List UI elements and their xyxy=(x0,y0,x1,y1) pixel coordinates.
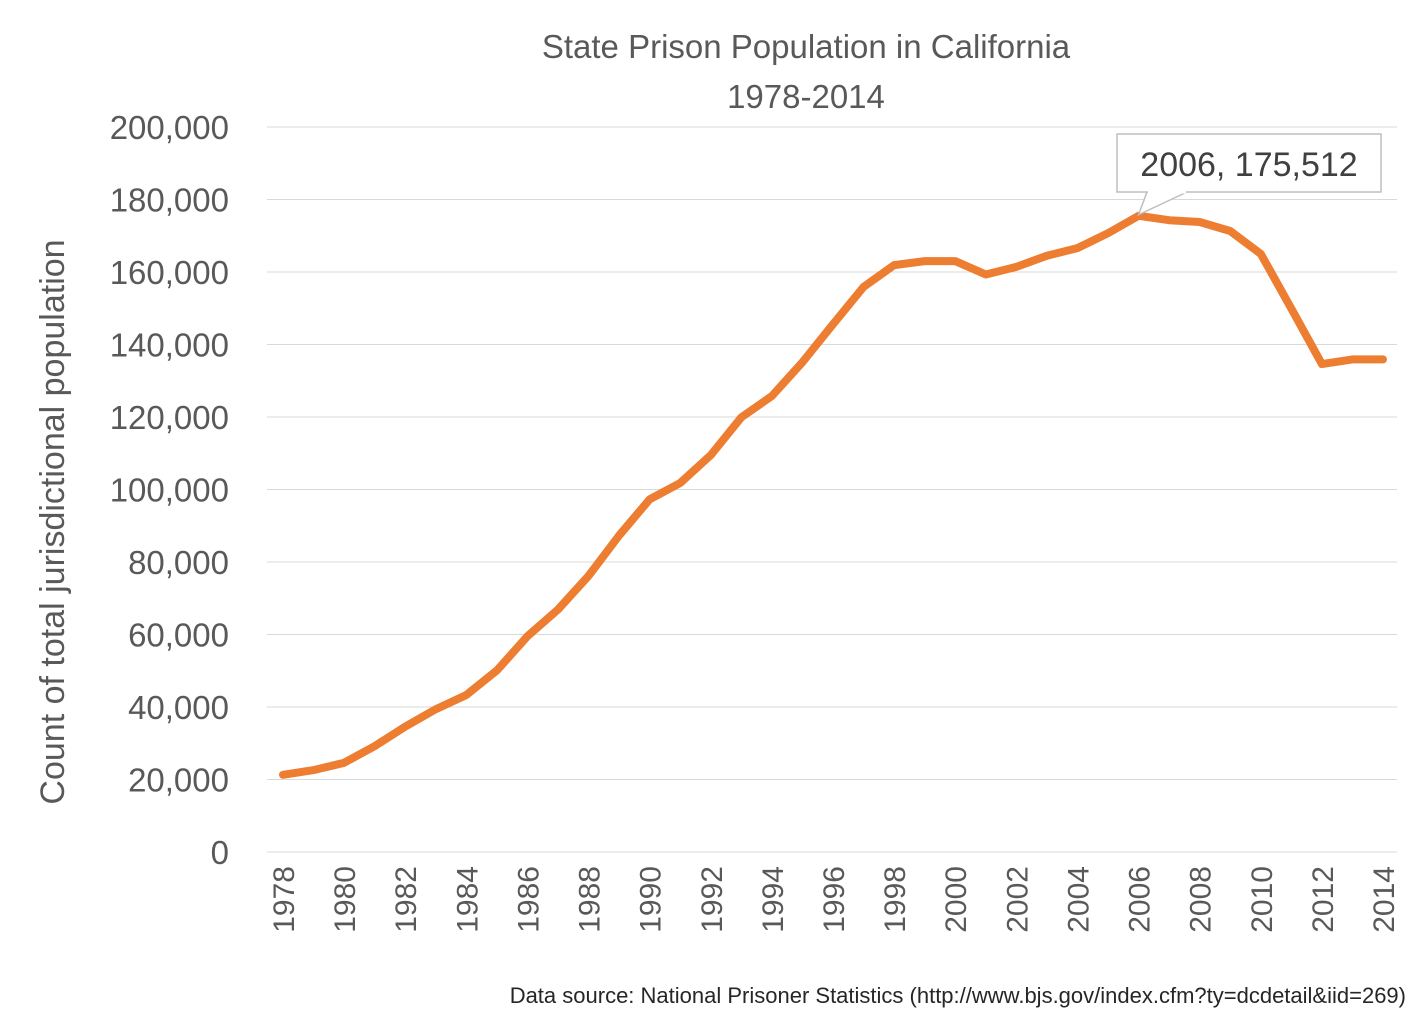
x-tick-label: 1982 xyxy=(390,866,423,933)
series-lines xyxy=(279,211,1387,779)
x-tick-label: 1978 xyxy=(268,866,301,933)
x-tick-label: 1998 xyxy=(879,866,912,933)
x-tick-label: 1994 xyxy=(757,866,790,933)
chart-title: State Prison Population in California xyxy=(542,28,1071,65)
x-tick-label: 2014 xyxy=(1368,866,1401,933)
annotation: 2006, 175,512 xyxy=(1116,133,1382,217)
chart-subtitle: 1978-2014 xyxy=(727,78,885,115)
annotation-pointer xyxy=(1137,191,1188,217)
x-tick-label: 1986 xyxy=(512,866,545,933)
x-tick-label: 1990 xyxy=(635,866,668,933)
y-tick-label: 60,000 xyxy=(128,617,229,654)
y-tick-label: 40,000 xyxy=(128,689,229,726)
y-tick-label: 0 xyxy=(211,834,229,871)
y-axis-ticks: 0 20,000 40,000 60,000 80,000 100,000 120,000 1… xyxy=(110,109,229,871)
y-tick-label: 140,000 xyxy=(110,327,229,364)
x-axis-ticks: 1978 1980 1982 1984 1986 1988 1990 1992 1994 1996… xyxy=(268,866,1401,933)
y-tick-label: 80,000 xyxy=(128,544,229,581)
y-tick-label: 20,000 xyxy=(128,762,229,799)
y-tick-label: 100,000 xyxy=(110,472,229,509)
x-tick-label: 2004 xyxy=(1062,866,1095,933)
x-tick-label: 2010 xyxy=(1246,866,1279,933)
x-tick-label: 1984 xyxy=(451,866,484,933)
x-tick-label: 1996 xyxy=(818,866,851,933)
y-tick-label: 200,000 xyxy=(110,109,229,146)
y-tick-label: 120,000 xyxy=(110,399,229,436)
y-axis-label: Count of total jurisdictional population xyxy=(34,239,72,804)
annotation-label: 2006, 175,512 xyxy=(1140,146,1357,184)
y-tick-label: 160,000 xyxy=(110,254,229,291)
gridlines xyxy=(267,126,1397,853)
x-tick-label: 1992 xyxy=(696,866,729,933)
x-tick-label: 2000 xyxy=(940,866,973,933)
x-tick-label: 2008 xyxy=(1185,866,1218,933)
x-tick-label: 1988 xyxy=(574,866,607,933)
x-tick-label: 2002 xyxy=(1001,866,1034,933)
x-tick-label: 2012 xyxy=(1307,866,1340,933)
y-tick-label: 180,000 xyxy=(110,182,229,219)
series-line xyxy=(279,211,1387,779)
x-tick-label: 2006 xyxy=(1124,866,1157,933)
source-note: Data source: National Prisoner Statistic… xyxy=(510,983,1406,1008)
annotation-box xyxy=(1116,133,1382,193)
x-tick-label: 1980 xyxy=(329,866,362,933)
